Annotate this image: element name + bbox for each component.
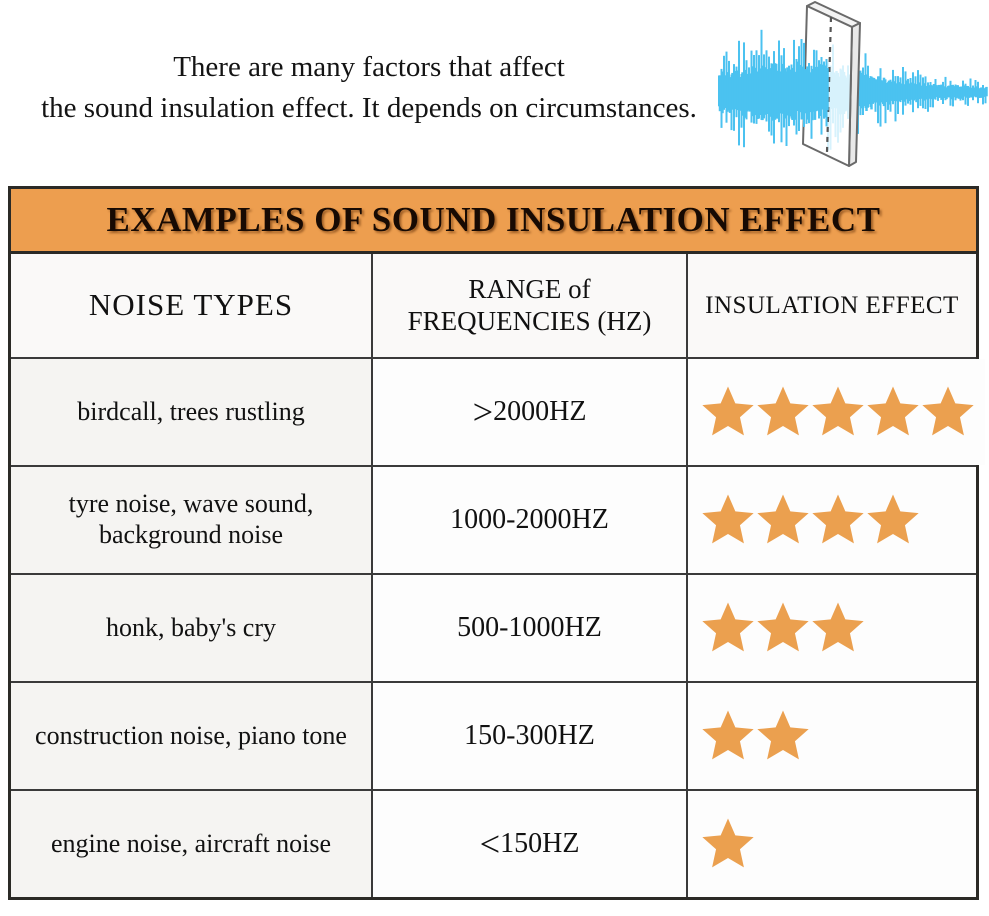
star-icon xyxy=(867,386,919,436)
frequency-range-cell: 500-1000HZ xyxy=(371,575,686,681)
table-header-row: NOISE TYPES RANGE of FREQUENCIES (HZ) IN… xyxy=(11,254,976,357)
wave-incident xyxy=(718,29,829,148)
star-icon xyxy=(812,602,864,652)
noise-type-cell: honk, baby's cry xyxy=(11,575,371,681)
star-icon xyxy=(757,710,809,760)
star-icon xyxy=(867,494,919,544)
star-icon xyxy=(922,386,974,436)
frequency-range-cell: <150HZ xyxy=(371,791,686,897)
star-icon xyxy=(702,818,754,868)
frequency-range-cell: 150-300HZ xyxy=(371,683,686,789)
star-icon xyxy=(812,494,864,544)
star-icon xyxy=(702,494,754,544)
star-icon xyxy=(702,386,754,436)
star-icon xyxy=(702,602,754,652)
star-icon xyxy=(812,386,864,436)
frequency-range-cell: 1000-2000HZ xyxy=(371,467,686,573)
noise-type-cell: engine noise, aircraft noise xyxy=(11,791,371,897)
noise-type-cell: construction noise, piano tone xyxy=(11,683,371,789)
table-title-bar: EXAMPLES OF SOUND INSULATION EFFECT xyxy=(11,189,976,254)
panel-center-dashed-line xyxy=(825,16,833,153)
header-noise-types: NOISE TYPES xyxy=(88,287,294,323)
table-row: tyre noise, wave sound, background noise… xyxy=(11,465,976,573)
rating-cell xyxy=(686,467,976,573)
star-icon xyxy=(757,602,809,652)
rating-cell xyxy=(686,575,976,681)
table-title: EXAMPLES OF SOUND INSULATION EFFECT xyxy=(106,200,881,239)
table-body: birdcall, trees rustling >2000HZ tyre nois… xyxy=(11,357,985,897)
noise-type-cell: birdcall, trees rustling xyxy=(11,359,371,465)
header-frequency-range: RANGE of FREQUENCIES (HZ) xyxy=(371,254,686,357)
sound-wave-illustration xyxy=(703,0,989,178)
rating-cell xyxy=(686,791,976,897)
intro-line-2: the sound insulation effect. It depends … xyxy=(41,92,697,124)
frequency-range-cell: >2000HZ xyxy=(371,359,686,465)
star-icon xyxy=(702,710,754,760)
table-row: birdcall, trees rustling >2000HZ xyxy=(11,357,985,465)
insulation-table: EXAMPLES OF SOUND INSULATION EFFECT NOIS… xyxy=(8,186,985,900)
header-insulation-effect: INSULATION EFFECT xyxy=(686,254,976,357)
table-row: engine noise, aircraft noise <150HZ xyxy=(11,789,976,897)
intro-text: There are many factors that affect the s… xyxy=(0,47,738,129)
rating-cell xyxy=(686,359,985,465)
star-icon xyxy=(757,386,809,436)
table-row: honk, baby's cry 500-1000HZ xyxy=(11,573,976,681)
rating-cell xyxy=(686,683,976,789)
table-row: construction noise, piano tone 150-300HZ xyxy=(11,681,976,789)
intro-line-1: There are many factors that affect xyxy=(173,51,565,83)
noise-type-cell: tyre noise, wave sound, background noise xyxy=(11,467,371,573)
star-icon xyxy=(757,494,809,544)
sound-wave-icon xyxy=(718,1,988,167)
